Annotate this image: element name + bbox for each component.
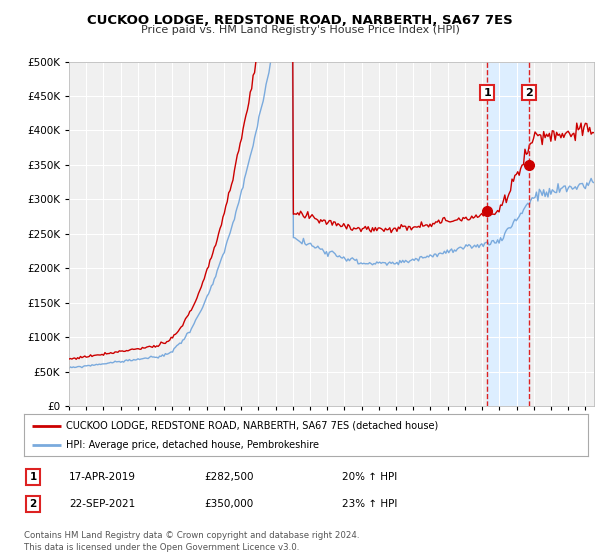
Text: CUCKOO LODGE, REDSTONE ROAD, NARBERTH, SA67 7ES: CUCKOO LODGE, REDSTONE ROAD, NARBERTH, S…: [87, 14, 513, 27]
Bar: [487, 62, 529, 406]
Text: 2: 2: [29, 499, 37, 509]
Text: HPI: Average price, detached house, Pembrokeshire: HPI: Average price, detached house, Pemb…: [66, 440, 319, 450]
Text: CUCKOO LODGE, REDSTONE ROAD, NARBERTH, SA67 7ES (detached house): CUCKOO LODGE, REDSTONE ROAD, NARBERTH, S…: [66, 421, 439, 431]
Text: 1: 1: [29, 472, 37, 482]
Text: Contains HM Land Registry data © Crown copyright and database right 2024.
This d: Contains HM Land Registry data © Crown c…: [24, 531, 359, 552]
Text: £350,000: £350,000: [204, 499, 253, 509]
Text: Price paid vs. HM Land Registry's House Price Index (HPI): Price paid vs. HM Land Registry's House …: [140, 25, 460, 35]
Text: £282,500: £282,500: [204, 472, 254, 482]
Text: 1: 1: [483, 87, 491, 97]
Text: 2: 2: [525, 87, 533, 97]
Text: 17-APR-2019: 17-APR-2019: [69, 472, 136, 482]
Text: 22-SEP-2021: 22-SEP-2021: [69, 499, 135, 509]
Text: 20% ↑ HPI: 20% ↑ HPI: [342, 472, 397, 482]
Text: 23% ↑ HPI: 23% ↑ HPI: [342, 499, 397, 509]
